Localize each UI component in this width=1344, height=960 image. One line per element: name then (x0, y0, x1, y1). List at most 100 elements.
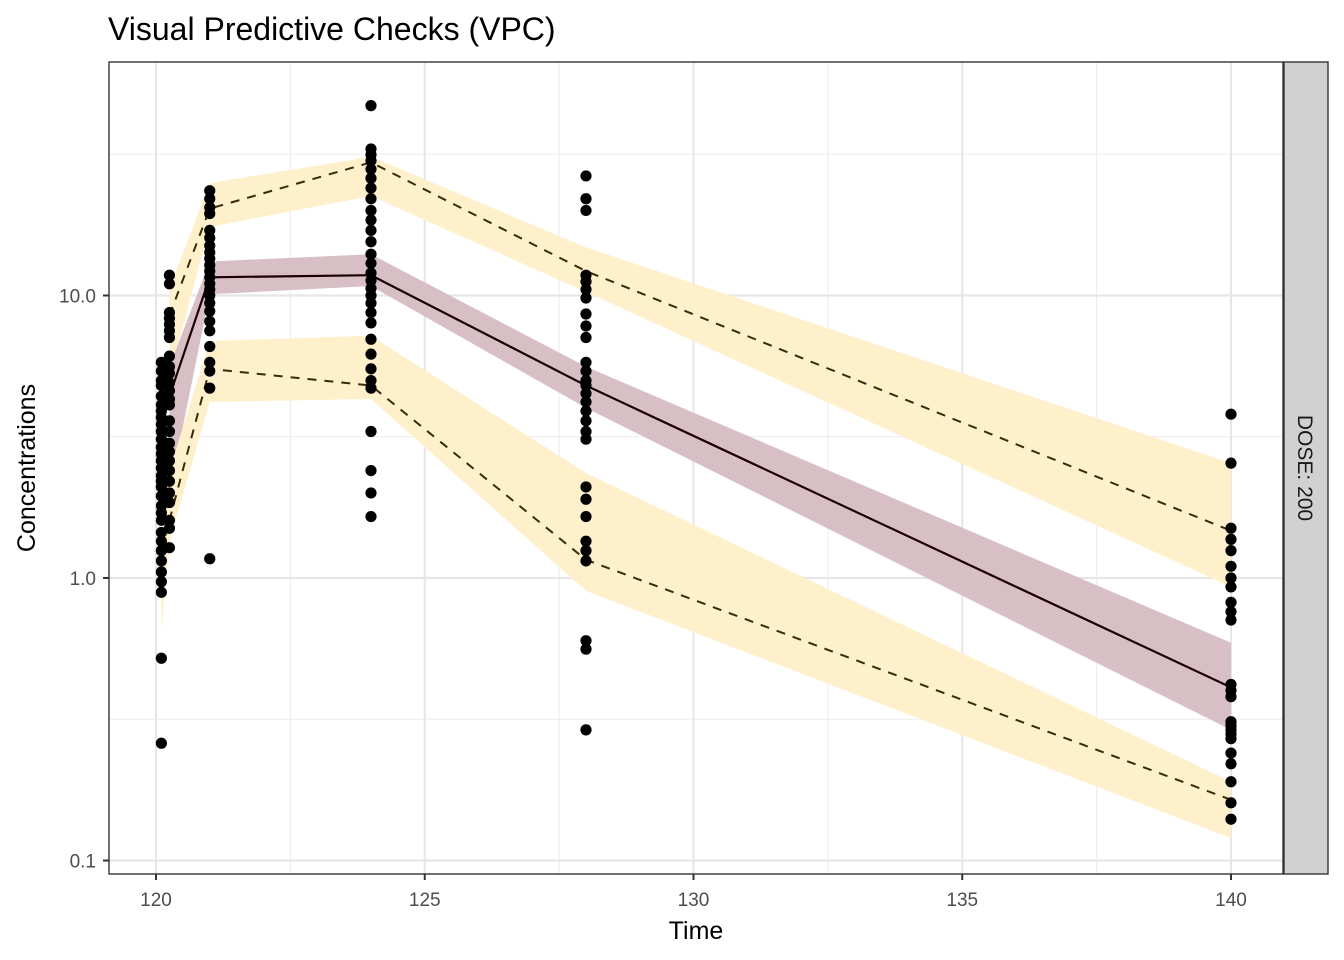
panel-border (108, 61, 1284, 875)
observation-point (155, 555, 167, 567)
observation-point (580, 635, 592, 647)
observation-point (1225, 733, 1237, 745)
observation-point (204, 340, 216, 353)
observation-point (365, 363, 377, 375)
observed-points (155, 100, 1237, 825)
observation-point (204, 185, 216, 197)
lower-pi-band (161, 335, 1231, 839)
observation-point (163, 415, 176, 427)
observation-point (204, 325, 216, 337)
x-axis: 120 125 130 135 140 (140, 874, 1247, 911)
observation-point (1225, 533, 1237, 545)
x-tick-label: 130 (678, 890, 710, 911)
observation-point (580, 170, 592, 182)
y-axis: 0.1 1.0 10.0 (59, 287, 109, 873)
observation-point (580, 308, 592, 320)
observation-point (1225, 776, 1237, 788)
observation-point (163, 377, 176, 389)
observation-point (155, 514, 167, 526)
observation-point (365, 172, 377, 184)
lower-pi-line (168, 367, 1232, 801)
observation-point (365, 348, 377, 360)
facet-strip: DOSE: 200 (1283, 61, 1329, 875)
upper-pi-line (168, 161, 1232, 532)
observation-point (365, 182, 377, 194)
observation-point (365, 317, 377, 329)
observation-point (365, 425, 377, 438)
observation-point (163, 455, 176, 467)
observation-point (580, 510, 592, 523)
observation-point (155, 652, 167, 664)
facet-strip-background (1283, 61, 1329, 875)
observation-point (163, 496, 176, 509)
observation-point (365, 214, 377, 226)
observation-point (365, 257, 377, 269)
observation-point (580, 193, 592, 205)
observation-point (155, 566, 167, 578)
observation-point (365, 193, 377, 205)
observation-point (163, 331, 176, 344)
observation-point (204, 232, 216, 244)
observation-point (163, 514, 176, 526)
observation-point (204, 315, 216, 327)
observation-point (163, 487, 176, 499)
observation-point (1225, 813, 1237, 825)
x-axis-label: Time (669, 917, 724, 945)
observation-point (204, 297, 216, 309)
observation-point (365, 510, 377, 523)
observation-point (204, 305, 216, 317)
observation-point (365, 382, 377, 394)
observation-point (580, 331, 592, 344)
observation-point (580, 481, 592, 493)
observation-point (365, 100, 377, 112)
observation-point (365, 224, 377, 236)
observation-point (1225, 747, 1237, 759)
upper-pi-band (169, 156, 1231, 587)
observation-point (365, 274, 377, 287)
observation-point (580, 415, 592, 427)
observation-point (163, 464, 176, 477)
observation-point (155, 425, 167, 438)
observation-point (1225, 408, 1237, 420)
observation-point (163, 367, 176, 379)
observation-point (580, 320, 592, 332)
observation-point (155, 481, 167, 493)
observation-point (1225, 581, 1237, 593)
observation-point (580, 493, 592, 505)
observation-point (580, 292, 592, 304)
observation-point (163, 278, 176, 290)
observation-point (163, 269, 176, 281)
observation-point (580, 724, 592, 736)
observation-point (163, 399, 176, 411)
observation-point (580, 535, 592, 547)
observation-point (1225, 758, 1237, 770)
y-axis-label: Concentrations (13, 384, 41, 552)
observation-point (1225, 457, 1237, 469)
observation-point (1225, 797, 1237, 809)
interval-bands (161, 156, 1231, 839)
observation-point (1225, 572, 1237, 584)
observation-point (155, 535, 167, 547)
observation-point (163, 475, 176, 487)
observation-point (1225, 522, 1237, 534)
observation-point (580, 643, 592, 655)
observation-point (1225, 614, 1237, 626)
observation-point (365, 155, 377, 167)
observation-point (580, 425, 592, 438)
observation-point (1225, 606, 1237, 618)
observation-point (580, 387, 592, 400)
observation-point (163, 542, 176, 554)
x-tick-label: 135 (946, 890, 978, 911)
observation-point (580, 356, 592, 368)
observation-point (204, 553, 216, 565)
observation-point (365, 306, 377, 319)
observation-point (365, 236, 377, 248)
observation-point (204, 193, 216, 205)
observation-point (365, 464, 377, 477)
observation-point (204, 356, 216, 368)
observation-point (580, 204, 592, 217)
x-tick-label: 125 (409, 890, 441, 911)
plot-panel (108, 61, 1284, 875)
observation-point (163, 446, 176, 458)
facet-strip-label: DOSE: 200 (1293, 415, 1316, 521)
